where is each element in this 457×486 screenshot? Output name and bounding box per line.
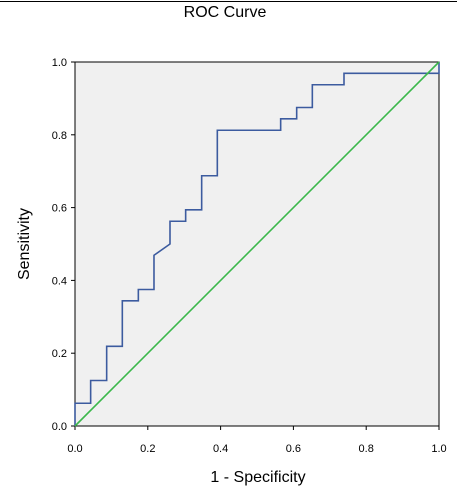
- x-tick-label: 0.8: [359, 443, 374, 455]
- y-tick-label: 0.0: [52, 421, 67, 433]
- y-tick-label: 1.0: [52, 57, 67, 69]
- x-tick-label: 0.0: [67, 443, 82, 455]
- y-tick-label: 0.8: [52, 130, 67, 142]
- reference-diagonal-line: [74, 61, 440, 427]
- x-tick-label: 0.6: [286, 443, 301, 455]
- y-axis-title: Sensitivity: [16, 208, 33, 280]
- y-axis-ticks: 0.0 0.2 0.4 0.6 0.8 1.0: [52, 57, 75, 433]
- y-tick-label: 0.4: [52, 275, 67, 287]
- x-tick-label: 0.2: [140, 443, 155, 455]
- x-axis-title: 1 - Specificity: [210, 469, 305, 486]
- x-axis-ticks: 0.0 0.2 0.4 0.6 0.8 1.0: [67, 426, 447, 455]
- x-tick-label: 0.4: [213, 443, 228, 455]
- y-tick-label: 0.2: [52, 348, 67, 360]
- x-tick-label: 1.0: [431, 443, 446, 455]
- roc-curve-line: [74, 62, 440, 426]
- y-tick-label: 0.6: [52, 203, 67, 215]
- chart-title: ROC Curve: [184, 4, 267, 21]
- series-layer: [74, 61, 440, 427]
